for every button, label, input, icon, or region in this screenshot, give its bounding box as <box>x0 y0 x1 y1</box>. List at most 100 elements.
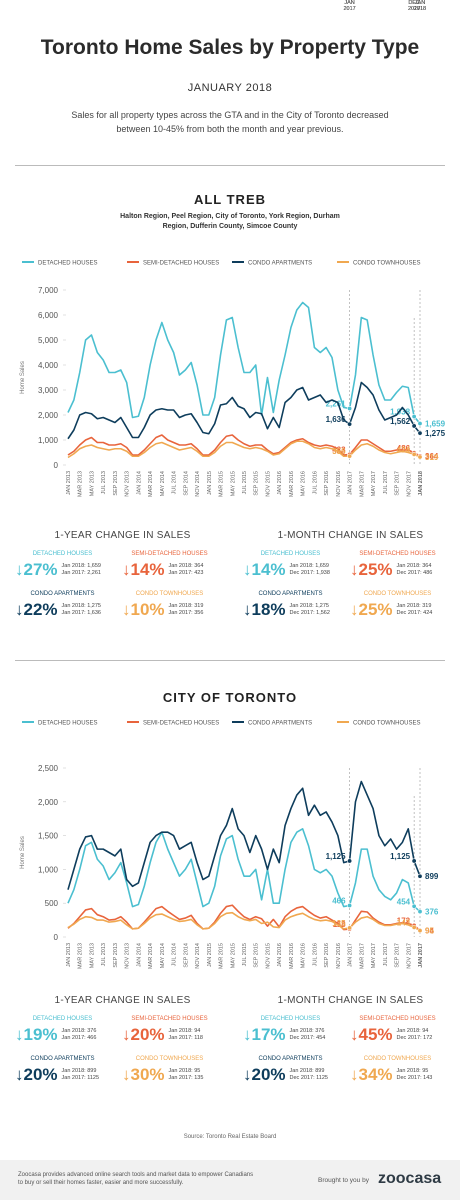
card-label: CONDO APARTMENTS <box>258 1056 323 1062</box>
card-label: DETACHED HOUSES <box>260 1016 321 1022</box>
data-label: 486 <box>397 444 411 453</box>
card-line: Jan 2017: 2,261 <box>61 570 101 576</box>
y-tick-label: 1,500 <box>38 832 59 841</box>
changes: 1-YEAR CHANGE IN SALES DETACHED HOUSES ↓27… <box>0 530 460 640</box>
card-change: ↓17% <box>243 1025 286 1044</box>
series-line <box>67 440 421 459</box>
card-label: SEMI-DETACHED HOUSES <box>359 551 436 557</box>
card-label: CONDO APARTMENTS <box>258 591 323 597</box>
data-label: 1,562 <box>390 417 411 426</box>
series-line <box>67 828 421 913</box>
data-label: 1,659 <box>425 420 446 429</box>
x-tick-label: MAY 2015 <box>230 471 236 496</box>
legend-label: SEMI-DETACHED HOUSES <box>143 721 219 727</box>
card-label: DETACHED HOUSES <box>32 551 93 557</box>
x-tick-label: MAY 2014 <box>160 471 166 496</box>
y-tick-label: 0 <box>54 933 59 942</box>
y-axis-title: Home Sales <box>20 361 26 394</box>
data-point <box>347 421 353 427</box>
card-change: ↓10% <box>122 600 165 619</box>
data-label: 423 <box>332 445 346 454</box>
card-label: DETACHED HOUSES <box>260 551 321 557</box>
x-tick-label: JAN 2016 <box>277 471 283 495</box>
x-tick-label: SEP 2017 <box>395 471 401 496</box>
x-tick-label: MAR 2017 <box>359 943 365 969</box>
x-tick-label: JAN 2015 <box>207 943 213 967</box>
x-tick-label: JAN 2013 <box>66 943 72 967</box>
card-line: Jan 2018: 364 <box>168 563 204 569</box>
x-tick-label: NOV 2014 <box>195 471 201 497</box>
data-point <box>411 903 417 909</box>
y-tick-label: 1,000 <box>38 865 59 874</box>
change-card: SEMI-DETACHED HOUSES ↓14% Jan 2018: 364 Jan… <box>122 551 229 591</box>
data-label: 94 <box>425 927 434 936</box>
group-title: 1-YEAR CHANGE IN SALES <box>54 995 191 1006</box>
change-card: CONDO TOWNHOUSES ↓34% Jan 2018: 95 Dec 2017… <box>350 1056 457 1096</box>
x-tick-label: JAN 2014 <box>136 943 142 967</box>
x-tick-label: MAR 2015 <box>219 943 225 969</box>
data-point <box>347 925 353 931</box>
regions: Halton Region, Peel Region, City of Toro… <box>120 213 340 230</box>
marker-label: JAN 2017 <box>343 0 356 12</box>
card-change: ↓18% <box>243 600 286 619</box>
card-lines: Jan 2018: 95 Dec 2017: 143 <box>397 1068 433 1082</box>
data-label: 2,261 <box>326 399 347 408</box>
change-card: DETACHED HOUSES ↓14% Jan 2018: 1,659 Dec 20… <box>243 551 350 591</box>
x-tick-label: SEP 2016 <box>324 471 330 496</box>
series-line <box>67 381 421 440</box>
card-lines: Jan 2018: 94 Jan 2017: 118 <box>169 1028 203 1042</box>
source: Source: Toronto Real Estate Board <box>183 1134 277 1140</box>
card-lines: Jan 2018: 94 Dec 2017: 172 <box>397 1028 433 1042</box>
x-tick-label: NOV 2016 <box>336 943 342 969</box>
card-row: ↓14% Jan 2018: 364 Jan 2017: 423 <box>122 560 229 580</box>
change-card: CONDO TOWNHOUSES ↓30% Jan 2018: 95 Jan 2017… <box>122 1056 229 1096</box>
data-point <box>417 873 423 879</box>
change-group: 1-YEAR CHANGE IN SALES DETACHED HOUSES ↓19… <box>15 995 230 1096</box>
card-row: ↓22% Jan 2018: 1,275 Jan 2017: 1,636 <box>15 600 122 620</box>
data-point <box>411 858 417 864</box>
change-group: 1-MONTH CHANGE IN SALES DETACHED HOUSES ↓1… <box>243 995 458 1096</box>
x-tick-label: MAR 2013 <box>78 471 84 497</box>
brought-by: Brought to you by <box>318 1177 369 1184</box>
series-line <box>67 780 421 890</box>
card-label: CONDO TOWNHOUSES <box>135 591 204 597</box>
card-line: Dec 2017: 172 <box>396 1035 433 1041</box>
card-line: Jan 2018: 364 <box>396 563 432 569</box>
series-line <box>67 911 421 932</box>
data-point <box>347 858 353 864</box>
x-tick-label: JAN 2016 <box>277 943 283 967</box>
x-tick-label: JAN 2014 <box>136 471 142 495</box>
card-lines: Jan 2018: 319 Jan 2017: 356 <box>169 603 204 617</box>
card-row: ↓18% Jan 2018: 1,275 Dec 2017: 1,562 <box>243 600 350 620</box>
changes: 1-YEAR CHANGE IN SALES DETACHED HOUSES ↓19… <box>0 995 460 1105</box>
legend-label: CONDO APARTMENTS <box>248 721 312 727</box>
card-line: Jan 2018: 319 <box>396 603 432 609</box>
y-tick-label: 1,000 <box>38 436 59 445</box>
change-card: CONDO TOWNHOUSES ↓25% Jan 2018: 319 Dec 201… <box>350 591 457 631</box>
data-label: 466 <box>332 896 346 905</box>
x-tick-label: JUL 2015 <box>242 943 248 966</box>
change-items: DETACHED HOUSES ↓19% Jan 2018: 376 Jan 2017… <box>15 1016 230 1096</box>
card-change: ↓20% <box>243 1065 286 1084</box>
card-line: Jan 2017: 466 <box>61 1035 97 1041</box>
y-tick-label: 2,000 <box>38 411 59 420</box>
change-items: DETACHED HOUSES ↓14% Jan 2018: 1,659 Dec 20… <box>243 551 458 631</box>
change-card: CONDO APARTMENTS ↓20% Jan 2018: 899 Jan 201… <box>15 1056 122 1096</box>
marker-label: JAN 2018 <box>413 0 427 12</box>
card-row: ↓45% Jan 2018: 94 Dec 2017: 172 <box>350 1025 457 1045</box>
data-label: 1,636 <box>326 415 347 424</box>
y-tick-label: 2,500 <box>38 764 59 773</box>
footer-text: Zoocasa provides advanced online search … <box>18 1172 254 1186</box>
card-change: ↓25% <box>350 600 393 619</box>
card-line: Dec 2017: 1,938 <box>289 570 330 576</box>
data-point <box>347 453 353 459</box>
x-tick-label: SEP 2013 <box>113 471 119 496</box>
card-line: Jan 2017: 1125 <box>61 1075 100 1081</box>
divider <box>15 660 445 661</box>
change-items: DETACHED HOUSES ↓27% Jan 2018: 1,659 Jan 20… <box>15 551 230 631</box>
card-row: ↓20% Jan 2018: 899 Dec 2017: 1125 <box>243 1065 350 1085</box>
change-card: DETACHED HOUSES ↓17% Jan 2018: 376 Dec 2017… <box>243 1016 350 1056</box>
data-label: 118 <box>333 920 346 929</box>
card-change: ↓20% <box>15 1065 58 1084</box>
card-label: CONDO TOWNHOUSES <box>135 1056 204 1062</box>
